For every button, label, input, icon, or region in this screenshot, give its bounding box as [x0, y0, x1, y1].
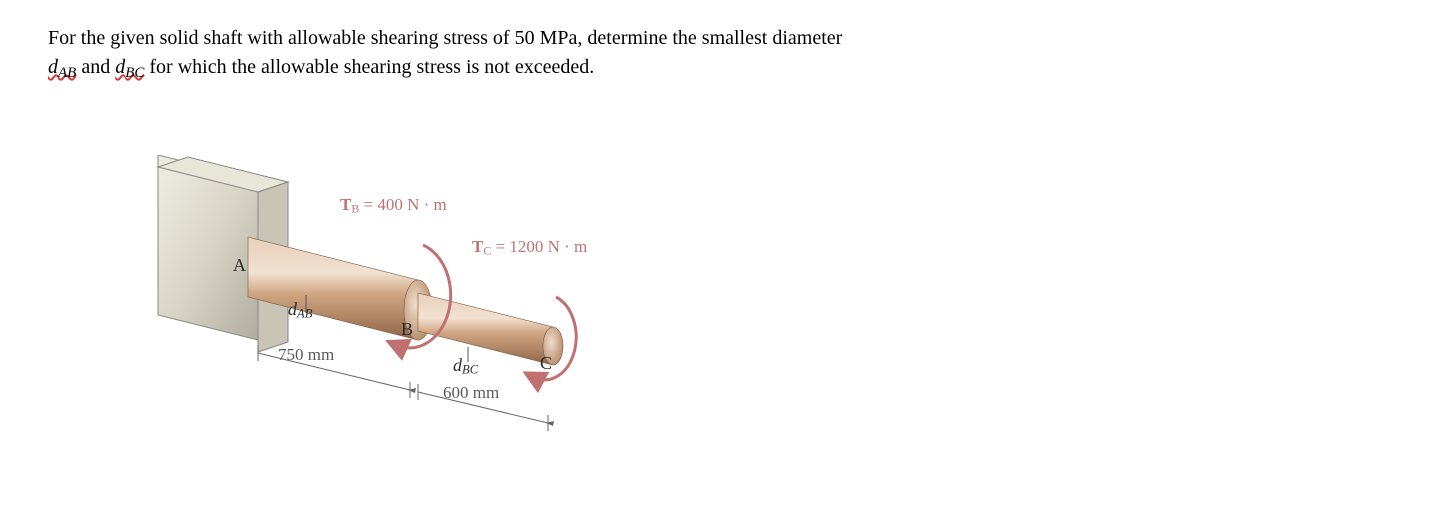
label-len-ab: 750 mm — [278, 345, 334, 365]
problem-text-1: For the given solid shaft with allowable… — [48, 27, 515, 49]
label-point-c: C — [540, 353, 552, 374]
stress-value: 50 MPa — [515, 27, 578, 49]
label-dbc: dBC — [453, 355, 478, 378]
var-dab: dAB — [48, 56, 76, 78]
label-tb: TB = 400 N · m — [340, 195, 447, 216]
var-dbc: dBC — [115, 56, 144, 78]
problem-text-3: for which the allowable shearing stress … — [144, 56, 594, 78]
label-len-bc: 600 mm — [443, 383, 499, 403]
label-dab: dAB — [288, 299, 312, 322]
problem-text-2: , determine the smallest diameter — [577, 27, 842, 49]
problem-statement: For the given solid shaft with allowable… — [48, 24, 1394, 85]
and-text: and — [76, 56, 115, 78]
figure-container: TB = 400 N · m TC = 1200 N · m dAB dBC 7… — [48, 155, 1394, 465]
shaft-figure: TB = 400 N · m TC = 1200 N · m dAB dBC 7… — [108, 155, 668, 465]
label-point-b: B — [401, 319, 413, 340]
label-tc: TC = 1200 N · m — [472, 237, 587, 258]
label-point-a: A — [233, 255, 246, 276]
